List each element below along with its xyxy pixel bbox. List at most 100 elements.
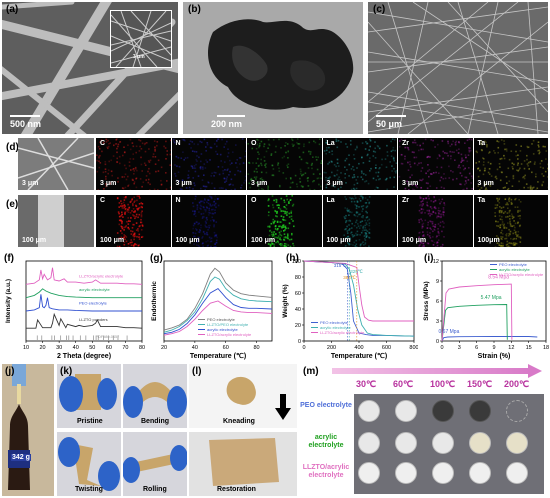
arrow-right-icon [528, 364, 542, 378]
temperature-arrow [332, 368, 532, 374]
legend-entry-1: acrylic electrolyte [499, 267, 530, 272]
chart-f-xrd: 10 20 30 40 50 60 70 80 2 Theta (degree) Intensit… [0, 255, 146, 360]
photo-rolling [122, 432, 187, 496]
legend-entry-0: PEO electrolyte [207, 317, 236, 322]
d-map-n: N 3 μm [171, 138, 246, 190]
series-line-2 [163, 288, 273, 335]
x-tick-label: 9 [492, 345, 495, 351]
legend-entry-2: acrylic electrolyte [207, 327, 238, 332]
chart-f-ylabel: Intensity (a.u.) [5, 279, 12, 323]
row-label-2: LLZTO/acrylic electrolyte [302, 464, 350, 479]
sample-disc [506, 462, 528, 484]
d-map-ta: Ta 3 μm [473, 138, 548, 190]
panel-k-photos: Pristine Bending Twisting Rolling [57, 364, 187, 496]
panel-a-label: (a) [6, 4, 19, 15]
chart-g-dsc: 20 40 60 80 Temperature (℃) Endothermic PEO el… [146, 255, 276, 360]
panel-e-sem: 100 μm [18, 195, 94, 247]
d-map-zr-symbol: Zr [402, 140, 409, 147]
legend-entry-3: LLZTO/acrylic electrolyte [207, 332, 252, 337]
series-line-3 [26, 312, 143, 329]
y-tick-label: 6 [436, 299, 439, 305]
e-map-la-scale-bar: 100 μm [326, 237, 351, 244]
x-tick-label: 15 [526, 345, 532, 351]
x-tick-label: 0 [440, 345, 443, 351]
e-map-zr-symbol: Zr [402, 197, 409, 204]
x-tick-label: 3 [458, 345, 461, 351]
sample-disc [395, 462, 417, 484]
x-tick-label: 6 [475, 345, 478, 351]
sample-disc [469, 400, 491, 422]
panel-b-label: (b) [188, 4, 201, 15]
e-map-zr: Zr 100 μm [398, 195, 473, 247]
d-map-la: La 3 μm [322, 138, 397, 190]
e-map-ta: Ta 100μm [473, 195, 548, 247]
e-map-ta-symbol: Ta [477, 197, 486, 204]
photo-kneading [189, 364, 297, 428]
e-map-ta-scale-bar: 100μm [477, 237, 500, 244]
d-map-c: C 3 μm [96, 138, 171, 190]
x-tick-label: 40 [192, 345, 198, 351]
y-tick-label: 9 [436, 279, 439, 285]
sample-disc [358, 462, 380, 484]
d-map-c-scale-bar: 3 μm [100, 180, 117, 187]
series-line-3 [163, 300, 273, 336]
series-line-0 [25, 267, 143, 285]
panel-k-label: (k) [60, 366, 73, 377]
panel-e-label: (e) [6, 199, 19, 210]
temperature-label-4: 200℃ [504, 379, 530, 389]
chart-i-stress-strain: 0 3 6 9 12 15 18 0 3 6 9 12 Strain (%) Stress (MPa) PE… [420, 255, 550, 360]
sample-disc [469, 432, 491, 454]
scale-bar-d-label: 3 μm [22, 180, 39, 187]
x-tick-label: 20 [161, 345, 167, 351]
chart-g-frame [163, 260, 273, 342]
sample-disc [506, 432, 528, 454]
annotation-label-0: 315℃ [334, 263, 348, 268]
scale-bar-b [217, 115, 245, 117]
e-map-c-symbol: C [100, 197, 106, 204]
e-map-n-symbol: N [175, 197, 181, 204]
d-map-o-symbol: O [251, 140, 257, 147]
x-tick-label: 18 [543, 345, 549, 351]
particle-cluster [183, 2, 363, 134]
bottle-photo [2, 364, 54, 496]
temperature-label-2: 100℃ [430, 379, 456, 389]
legend-entry-2: LLZTO/acrylic electrolyte [320, 330, 365, 335]
x-tick-label: 800 [409, 345, 418, 351]
scale-bar-e-label: 100 μm [22, 237, 47, 244]
d-map-c-symbol: C [100, 140, 106, 147]
series-line-1 [441, 304, 508, 342]
scale-bar-a-label: 500 nm [10, 119, 42, 129]
chart-g-svg: 20 40 60 80 Temperature (℃) Endothermic PEO el… [151, 260, 273, 360]
chart-h-ylabel: Weight (%) [282, 284, 289, 317]
chart-g-xlabel: Temperature (℃) [190, 352, 246, 360]
y-tick-label: 0 [298, 339, 301, 345]
y-tick-label: 60 [295, 291, 301, 297]
d-map-ta-scale-bar: 3 μm [477, 180, 494, 187]
x-tick-label: 50 [89, 345, 95, 351]
row-label-1: acrylic electrolyte [308, 434, 344, 449]
inset-sem: 3 μm [110, 10, 172, 68]
annotation-label-2: 384℃ [343, 275, 357, 280]
sample-disc [432, 400, 454, 422]
caption-bending: Bending [141, 418, 169, 425]
e-map-n-scale-bar: 100 μm [175, 237, 200, 244]
sample-disc [469, 462, 491, 484]
x-tick-label: 80 [254, 345, 260, 351]
chart-i-xlabel: Strain (%) [478, 353, 511, 360]
e-map-c-scale-bar: 100 μm [100, 237, 125, 244]
temperature-label-0: 30℃ [356, 379, 377, 389]
x-tick-label: 12 [508, 345, 514, 351]
e-map-zr-scale-bar: 100 μm [402, 237, 427, 244]
x-tick-label: 600 [382, 345, 391, 351]
d-map-o-scale-bar: 3 μm [251, 180, 268, 187]
y-tick-label: 80 [295, 275, 301, 281]
annotation-label-2: 0.67 Mpa [439, 329, 460, 335]
series-line-1 [163, 276, 273, 333]
arrow-down-icon [275, 394, 291, 420]
panel-d-label: (d) [6, 142, 19, 153]
panel-d-sem: 3 μm [18, 138, 94, 190]
chart-f-svg: 10 20 30 40 50 60 70 80 2 Theta (degree) Intensit… [5, 260, 145, 360]
sample-disc [358, 432, 380, 454]
x-tick-label: 70 [122, 345, 128, 351]
